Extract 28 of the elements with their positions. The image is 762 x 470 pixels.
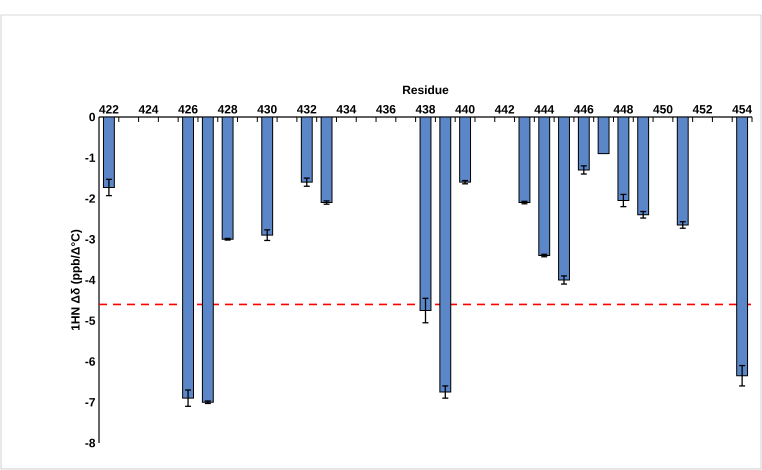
y-tick-label: -2 (85, 194, 96, 203)
x-tick-label: 434 (336, 104, 356, 114)
x-tick-label: 430 (257, 104, 277, 114)
x-tick-label: 432 (296, 104, 316, 114)
x-tick-label: 426 (178, 105, 198, 114)
x-tick-label: 446 (574, 105, 594, 114)
x-tick-label: 442 (494, 105, 514, 114)
x-tick-label: 444 (534, 105, 554, 114)
x-tick-label: 450 (653, 105, 672, 114)
y-tick-label: -5 (85, 316, 96, 325)
y-tick-label: -1 (85, 154, 96, 162)
x-tick-label: 448 (614, 105, 633, 114)
x-tick-label: 452 (692, 105, 712, 114)
x-tick-label: 454 (732, 105, 752, 114)
x-axis-title: Residue (403, 85, 448, 94)
y-axis-title: 1HN Δδ (ppb/Δ°C) (70, 230, 82, 330)
y-tick-label: -3 (85, 234, 96, 244)
y-tick-label: -6 (85, 357, 96, 366)
x-tick-label: 424 (138, 105, 158, 114)
y-tick-label: -4 (85, 276, 96, 284)
y-tick-label: -8 (85, 438, 96, 448)
y-tick-label: -7 (85, 398, 95, 406)
x-tick-label: 438 (416, 104, 436, 114)
x-tick-label: 428 (218, 105, 238, 114)
x-tick-label: 440 (455, 105, 475, 114)
x-tick-label: 436 (376, 104, 396, 114)
x-tick-label: 422 (99, 105, 118, 114)
y-tick-label: 0 (89, 112, 95, 122)
